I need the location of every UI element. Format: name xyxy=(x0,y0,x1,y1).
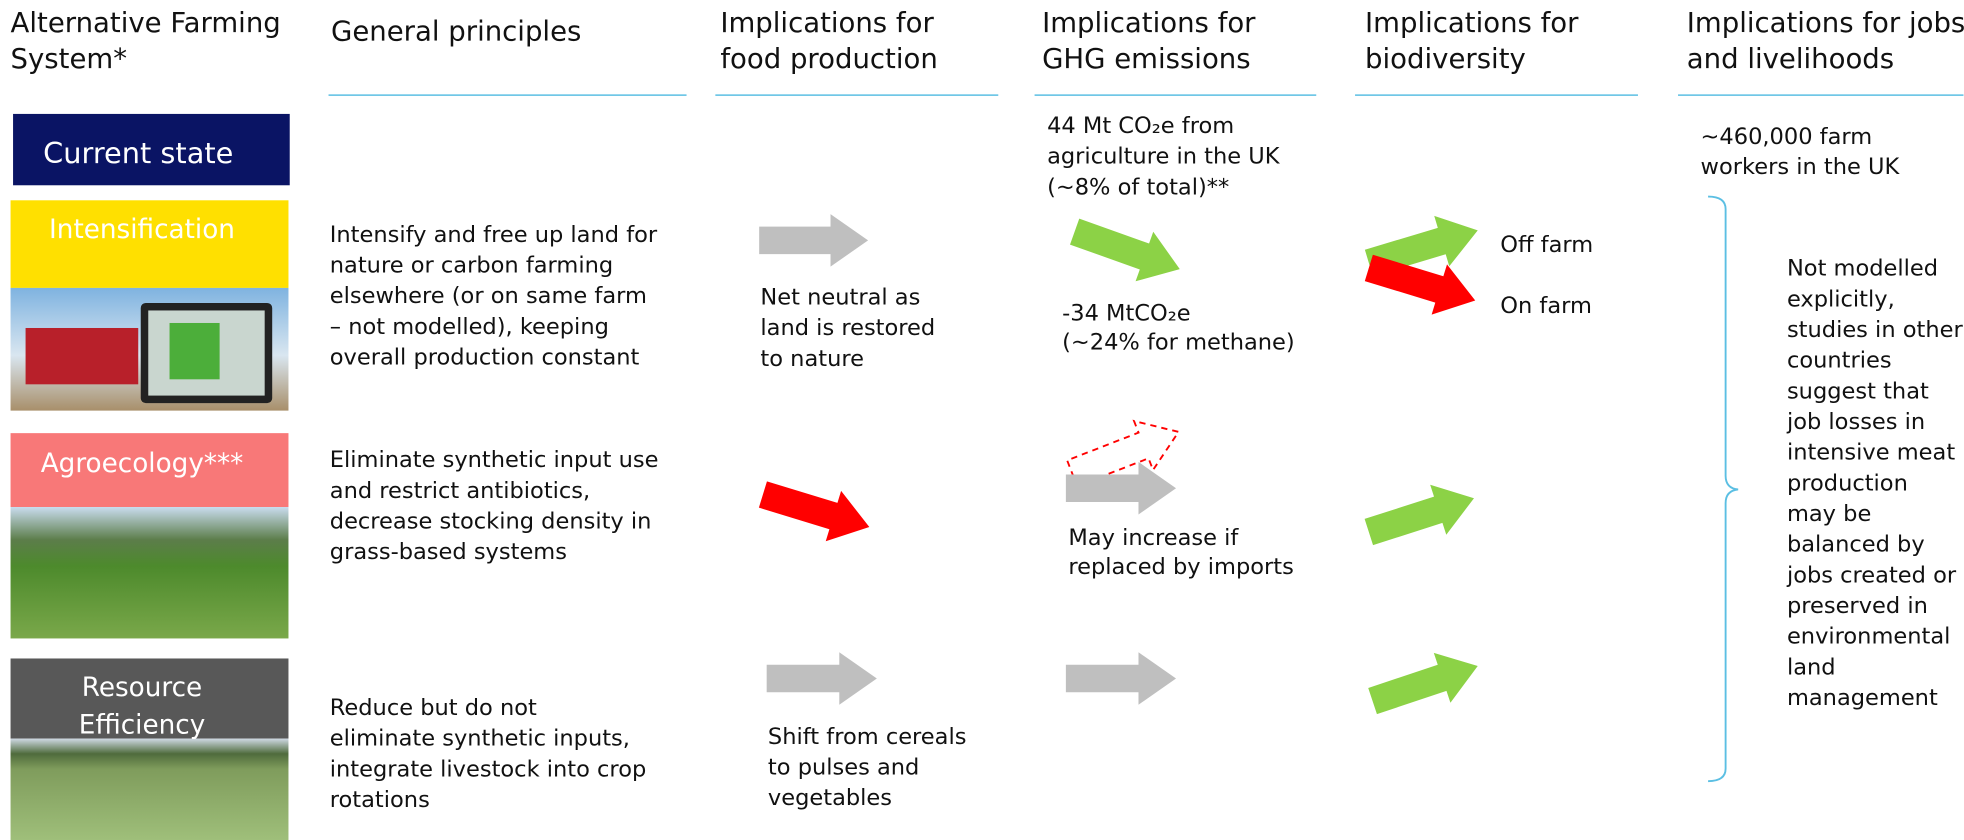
tractor-shape xyxy=(25,327,139,385)
ghg-text: 44 Mt CO₂e from xyxy=(1047,113,1234,139)
column-header: biodiversity xyxy=(1365,43,1526,75)
uncertain-arrow xyxy=(1065,419,1181,488)
jobs-text: intensive meat xyxy=(1787,440,1955,466)
biodiversity-label: On farm xyxy=(1500,293,1592,319)
neutral-arrow xyxy=(766,652,877,705)
ghg-text: -34 MtCO₂e xyxy=(1062,301,1191,327)
food-text: Shift from cereals xyxy=(768,724,967,750)
column-header: food production xyxy=(720,43,937,75)
principles-text: Eliminate synthetic input use xyxy=(330,447,659,473)
row-label: Efficiency xyxy=(79,711,206,741)
ghg-text: agriculture in the UK xyxy=(1047,144,1281,170)
principles-text: integrate livestock into crop xyxy=(330,756,646,782)
jobs-text: countries xyxy=(1787,348,1892,374)
column-header: Implications for xyxy=(1365,7,1579,39)
tablet-map xyxy=(169,322,220,380)
column-header: Implications for xyxy=(720,7,934,39)
principles-text: grass-based systems xyxy=(330,539,567,565)
principles-text: elsewhere (or on same farm xyxy=(330,283,647,309)
row-label: Agroecology*** xyxy=(41,449,244,479)
jobs-text: job losses in xyxy=(1786,409,1925,435)
negative-arrow xyxy=(1364,254,1476,315)
food-text: to pulses and xyxy=(768,755,919,781)
food-text: land is restored xyxy=(760,315,935,341)
principles-text: nature or carbon farming xyxy=(330,253,613,279)
row-label: Current state xyxy=(43,136,233,170)
jobs-text: management xyxy=(1787,685,1938,711)
jobs-text: workers in the UK xyxy=(1701,154,1901,180)
jobs-text: preserved in xyxy=(1787,593,1928,619)
food-text: to nature xyxy=(760,346,864,372)
column-header: General principles xyxy=(331,16,581,48)
principles-text: rotations xyxy=(330,787,430,813)
jobs-text: studies in other xyxy=(1787,317,1964,343)
principles-text: – not modelled), keeping xyxy=(330,314,609,340)
positive-arrow xyxy=(1070,218,1180,282)
ghg-text: (~24% for methane) xyxy=(1062,330,1295,356)
ghg-text: May increase if xyxy=(1068,525,1239,551)
jobs-text: production xyxy=(1787,470,1908,496)
column-header: Implications for jobs xyxy=(1687,7,1964,39)
agroecology-box xyxy=(10,433,289,508)
jobs-text: ~460,000 farm xyxy=(1701,124,1873,150)
hens-image xyxy=(10,507,289,639)
jobs-text: land xyxy=(1787,654,1836,680)
column-header: GHG emissions xyxy=(1042,43,1251,75)
intensification-box xyxy=(10,200,289,288)
principles-text: Reduce but do not xyxy=(330,695,537,721)
principles-text: and restrict antibiotics, xyxy=(330,478,590,504)
neutral-arrow xyxy=(1065,652,1177,705)
principles-text: decrease stocking density in xyxy=(330,509,652,535)
row-label: Resource xyxy=(82,673,202,703)
ghg-text: replaced by imports xyxy=(1068,554,1294,580)
food-text: Net neutral as xyxy=(760,284,920,310)
column-header: Alternative Farming xyxy=(11,7,281,39)
principles-text: eliminate synthetic inputs, xyxy=(330,726,630,752)
jobs-text: jobs created or xyxy=(1786,562,1957,588)
jobs-text: suggest that xyxy=(1787,378,1929,404)
jobs-text: Not modelled xyxy=(1787,256,1938,282)
positive-arrow xyxy=(1368,652,1478,715)
jobs-text: may be xyxy=(1787,501,1871,527)
neutral-arrow xyxy=(759,214,869,267)
brace xyxy=(1708,195,1739,783)
food-text: vegetables xyxy=(768,785,892,811)
principles-text: Intensify and free up land for xyxy=(330,222,658,248)
current-state-box xyxy=(13,113,290,186)
row-label: Intensification xyxy=(49,215,235,245)
jobs-text: balanced by xyxy=(1787,532,1925,558)
principles-text: overall production constant xyxy=(330,345,640,371)
neutral-arrow xyxy=(1065,461,1177,515)
jobs-text: environmental xyxy=(1787,624,1950,650)
negative-arrow xyxy=(758,481,870,542)
biodiversity-label: Off farm xyxy=(1500,232,1593,258)
column-header: and livelihoods xyxy=(1687,43,1894,75)
column-header: System* xyxy=(11,43,127,75)
jobs-text: explicitly, xyxy=(1787,286,1895,312)
ghg-text: (~8% of total)** xyxy=(1047,174,1229,200)
crops-image xyxy=(10,738,289,840)
column-header: Implications for xyxy=(1042,7,1256,39)
resource-efficiency-box xyxy=(10,658,289,739)
positive-arrow xyxy=(1364,484,1474,546)
